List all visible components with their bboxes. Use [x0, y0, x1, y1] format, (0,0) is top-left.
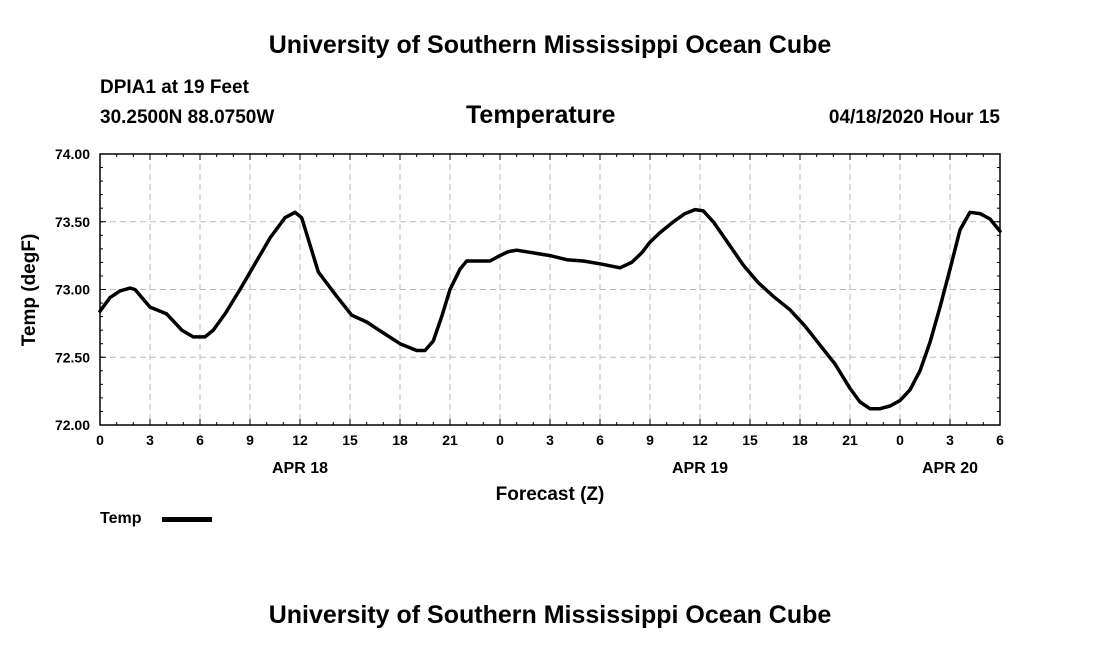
x-tick-label: 21: [442, 432, 458, 448]
datetime-label: 04/18/2020 Hour 15: [828, 107, 1000, 128]
chart-title: Temperature: [466, 101, 616, 129]
x-axis-label: Forecast (Z): [496, 484, 605, 505]
x-tick-label: 21: [842, 432, 858, 448]
legend-label: Temp: [100, 510, 142, 527]
date-label: APR 19: [672, 460, 728, 477]
location-label: 30.2500N 88.0750W: [100, 107, 275, 128]
x-tick-label: 9: [246, 432, 254, 448]
x-tick-label: 18: [392, 432, 408, 448]
x-tick-label: 15: [742, 432, 758, 448]
y-tick-label: 74.00: [55, 146, 90, 162]
legend-swatch: [162, 517, 212, 522]
x-tick-label: 6: [596, 432, 604, 448]
x-tick-label: 6: [996, 432, 1004, 448]
y-tick-label: 73.00: [55, 282, 90, 298]
tick-labels: 0 3 6 9 12 15 18 21 0 3 6 9 12 15 18 21 0 3 6 72.00 72.50 73.…: [55, 146, 1004, 477]
x-tick-label: 12: [692, 432, 708, 448]
x-tick-label: 12: [292, 432, 308, 448]
grid-lines: [100, 154, 1000, 425]
x-tick-label: 3: [946, 432, 954, 448]
x-tick-label: 15: [342, 432, 358, 448]
date-label: APR 20: [922, 460, 978, 477]
y-tick-label: 72.50: [55, 349, 90, 365]
x-tick-label: 0: [496, 432, 504, 448]
station-label: DPIA1 at 19 Feet: [100, 77, 249, 98]
y-axis-label: Temp (degF): [19, 234, 40, 347]
x-tick-label: 9: [646, 432, 654, 448]
x-tick-label: 3: [546, 432, 554, 448]
top-title: University of Southern Mississippi Ocean…: [268, 31, 832, 59]
series-line-temp: [98, 207, 1002, 411]
y-tick-label: 72.00: [55, 417, 90, 433]
x-tick-label: 3: [146, 432, 154, 448]
date-label: APR 18: [272, 460, 328, 477]
y-tick-label: 73.50: [55, 214, 90, 230]
series-lines: [98, 207, 1002, 411]
axis-ticks: [99, 153, 1001, 426]
x-tick-label: 18: [792, 432, 808, 448]
x-tick-label: 0: [896, 432, 904, 448]
bottom-title: University of Southern Mississippi Ocean…: [268, 601, 832, 629]
x-tick-label: 0: [96, 432, 104, 448]
x-tick-label: 6: [196, 432, 204, 448]
